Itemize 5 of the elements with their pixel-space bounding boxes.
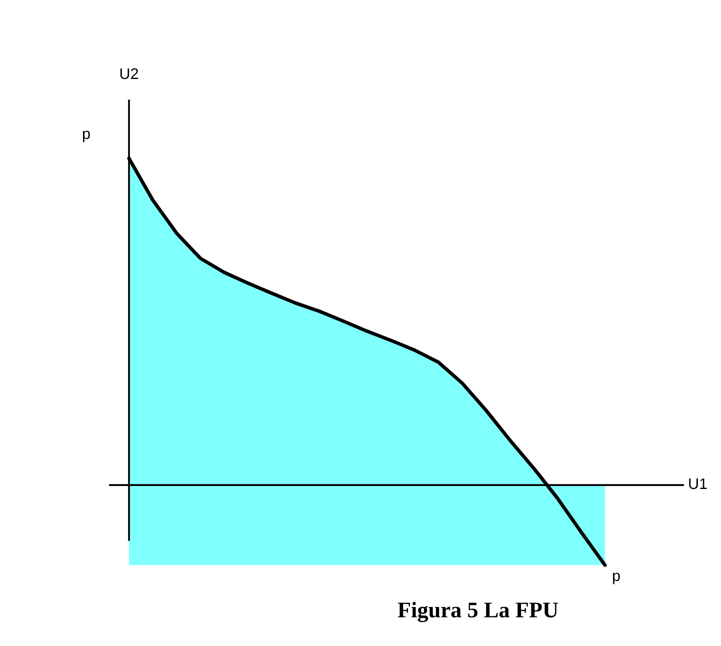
text: U2 bbox=[120, 68, 138, 80]
text: p bbox=[612, 572, 620, 584]
x-axis-title: U1 bbox=[689, 478, 707, 490]
text: Figura 5 La FPU bbox=[398, 602, 558, 622]
text: p bbox=[82, 130, 90, 142]
